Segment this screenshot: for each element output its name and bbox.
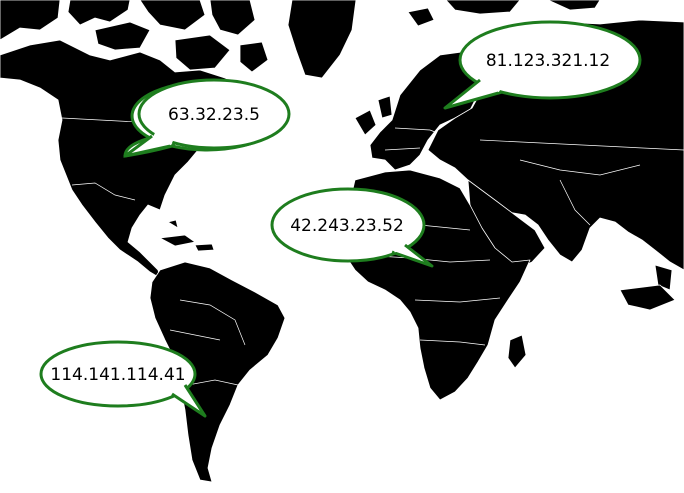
ip-label: 114.141.114.41	[50, 365, 185, 385]
arctic-islands	[0, 0, 601, 79]
ip-callout-europe-russia[interactable]: 81.123.321.12	[443, 20, 642, 110]
europe-landmass	[354, 51, 481, 171]
ip-callout-south-america[interactable]: 114.141.114.41	[39, 340, 207, 418]
ip-label: 63.32.23.5	[168, 105, 260, 125]
ip-label: 81.123.321.12	[486, 51, 610, 71]
caribbean-islands	[159, 219, 215, 252]
ip-callout-north-america[interactable]: 63.32.23.5	[123, 78, 291, 158]
ip-label: 42.243.23.52	[290, 216, 404, 236]
south-america-landmass	[149, 261, 286, 483]
ip-callout-africa[interactable]: 42.243.23.52	[270, 187, 434, 268]
